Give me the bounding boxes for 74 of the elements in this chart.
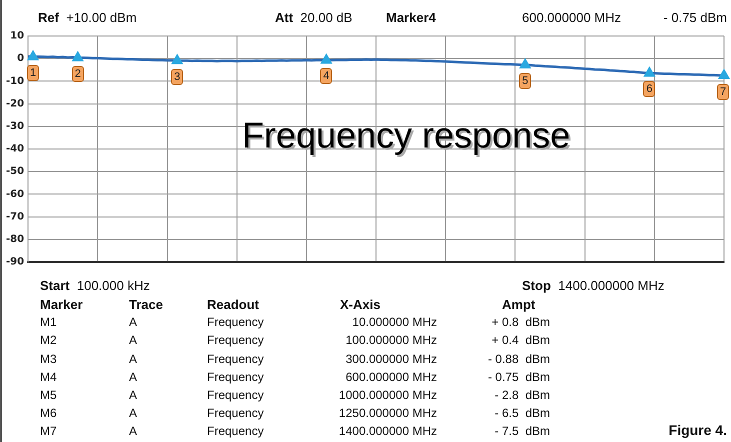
text: + 0.8 dBm [492, 315, 550, 330]
point [320, 54, 332, 64]
text: Att 20.00 dB [275, 10, 352, 25]
text: - 6.5 dBm [494, 406, 550, 420]
y-tick-label: -20 [6, 98, 24, 110]
text: 300.000000 MHz [346, 352, 437, 366]
text: Frequency [207, 333, 264, 348]
text: 600.000000 MHz [346, 370, 437, 384]
text: 600.000000 MHz [522, 10, 622, 25]
y-tick-label: -50 [6, 166, 24, 178]
text: Frequency [207, 406, 264, 420]
text: A [129, 388, 138, 402]
text: 1400.000000 MHz [338, 424, 437, 438]
text: - 0.75 dBm [663, 10, 727, 25]
text: M5 [40, 388, 57, 402]
text: A [129, 352, 138, 366]
text: Marker4 [386, 10, 436, 25]
text: A [129, 333, 138, 348]
text: X-Axis [340, 297, 380, 312]
text: A [129, 424, 138, 438]
text: M3 [40, 352, 57, 366]
y-tick-label: -40 [6, 144, 24, 155]
text: - 0.88 dBm [488, 352, 550, 366]
annotation: 6 [643, 81, 656, 98]
text: A [129, 406, 138, 420]
text: 1250.000000 MHz [338, 406, 437, 420]
text: Start 100.000 kHz [40, 278, 150, 293]
text: - 7.5 dBm [494, 424, 550, 438]
point [172, 54, 183, 64]
y-tick-label: -60 [6, 188, 24, 200]
point [72, 51, 84, 62]
text: Frequency [207, 388, 264, 402]
point [644, 66, 656, 77]
text: 1000.000000 MHz [338, 388, 437, 402]
text: Frequency [207, 315, 264, 330]
text: 10.000000 MHz [352, 315, 437, 330]
y-tick-label: -30 [6, 120, 24, 132]
text: Frequency response [244, 116, 572, 158]
annotation: 1 [27, 64, 40, 81]
text: Marker [40, 297, 83, 312]
annotation: 5 [519, 72, 532, 89]
text: A [129, 315, 138, 330]
y-tick-label: -80 [6, 234, 24, 245]
text: M7 [40, 424, 57, 438]
y-tick-label: 0 [17, 53, 24, 64]
text: Readout [207, 297, 259, 312]
y-tick-label: -90 [6, 256, 24, 268]
text: M1 [40, 315, 57, 330]
y-tick-label: 10 [10, 30, 24, 42]
text: Stop 1400.000000 MHz [522, 278, 664, 293]
text: + 0.4 dBm [492, 333, 550, 348]
y-tick-label: -10 [6, 76, 24, 87]
annotation: 7 [717, 84, 729, 100]
point [27, 50, 39, 60]
text: Trace [129, 297, 163, 312]
text: - 2.8 dBm [494, 388, 550, 402]
annotation: 2 [72, 66, 84, 82]
annotation: 3 [171, 68, 184, 85]
text: Frequency [207, 352, 264, 366]
text: Frequency [207, 424, 264, 438]
text: M4 [40, 370, 57, 384]
point [519, 58, 531, 68]
text: Ampt [502, 297, 536, 312]
text: Ref +10.00 dBm [38, 10, 137, 25]
annotation: 4 [320, 68, 332, 84]
text: - 0.75 dBm [488, 370, 550, 384]
text: 100.000000 MHz [346, 333, 437, 348]
point [718, 69, 730, 80]
caption: Figure 4. [668, 422, 727, 438]
text: Frequency [207, 370, 264, 384]
text: A [129, 370, 138, 384]
y-tick-label: -70 [6, 211, 24, 222]
text: M2 [40, 333, 57, 348]
text: M6 [40, 406, 57, 420]
